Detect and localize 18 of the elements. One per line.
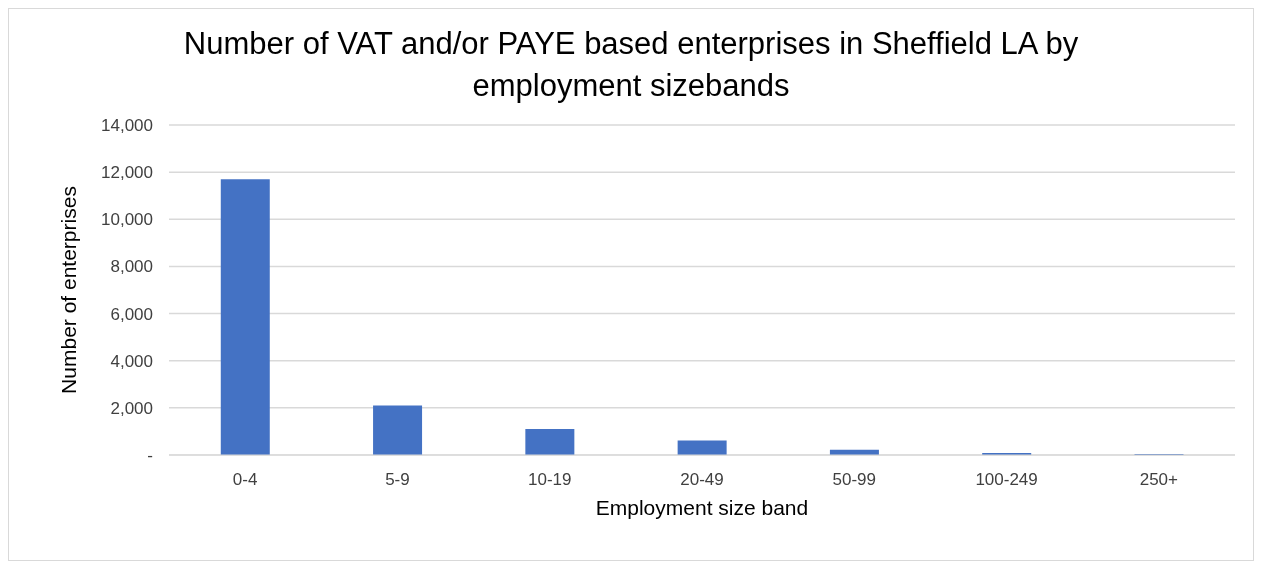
y-axis-title: Number of enterprises — [57, 186, 81, 394]
x-tick-label: 250+ — [1139, 470, 1179, 490]
y-tick-label: - — [147, 446, 153, 466]
y-tick-label: 12,000 — [101, 163, 153, 183]
y-tick-label: 4,000 — [110, 351, 153, 371]
y-tick-label: 2,000 — [110, 398, 153, 418]
x-tick-label: 20-49 — [680, 470, 724, 490]
y-tick-label: 10,000 — [101, 210, 153, 230]
x-tick-label: 50-99 — [832, 470, 877, 490]
x-tick-label: 5-9 — [385, 470, 410, 490]
x-tick-label: 10-19 — [527, 470, 572, 490]
x-tick-label: 100-249 — [975, 470, 1038, 490]
x-axis-title: Employment size band — [595, 496, 809, 519]
y-tick-label: 6,000 — [110, 304, 153, 324]
x-tick-label: 0-4 — [232, 470, 258, 490]
y-tick-label: 8,000 — [110, 257, 153, 277]
y-tick-label: 14,000 — [101, 116, 153, 136]
chart-title: Number of VAT and/or PAYE based enterprises in Sheffield LA by employment sizebands — [182, 25, 1080, 105]
